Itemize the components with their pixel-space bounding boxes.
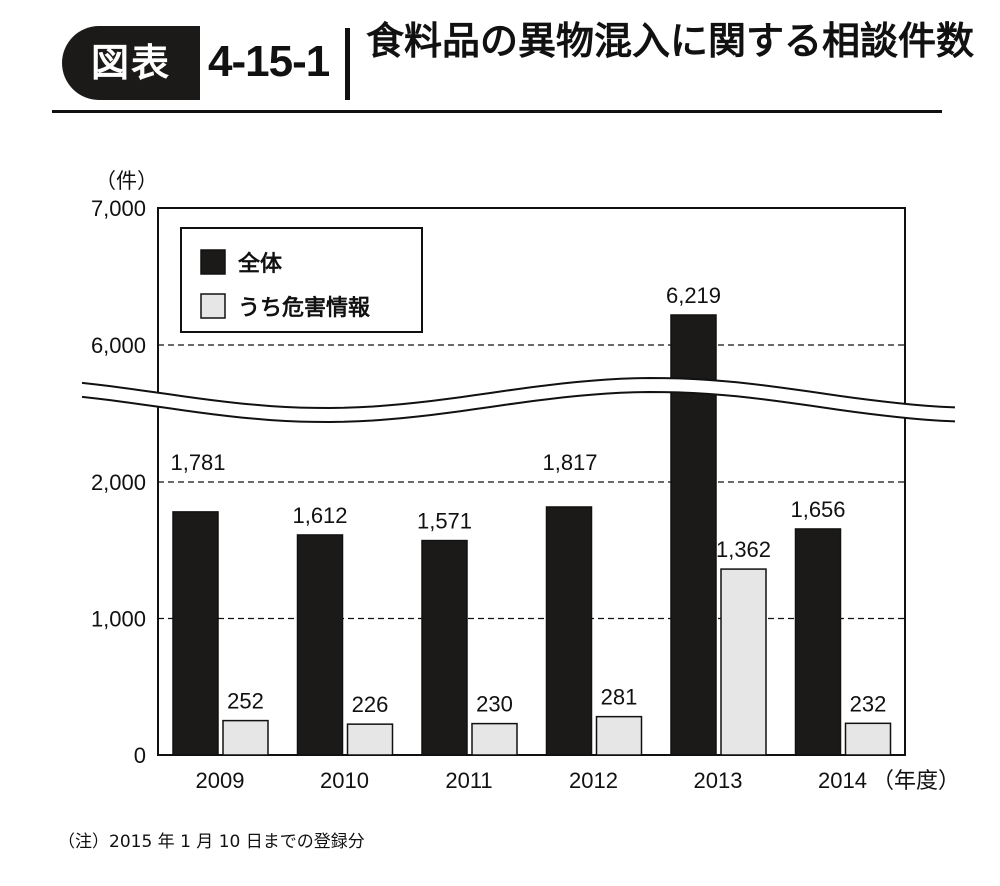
y-tick-label: 6,000 <box>91 333 146 358</box>
footnote: （注）2015 年 1 月 10 日までの登録分 <box>58 832 365 852</box>
header-rule <box>52 110 942 113</box>
bar-chart: 0 1,000 2,000 6,000 7,000 （件） 1,781 252 2009 1,61… <box>81 170 960 793</box>
data-label-harm: 281 <box>601 685 638 710</box>
x-tick-label: 2013 <box>694 768 743 793</box>
y-tick-label: 2,000 <box>91 470 146 495</box>
bar-total <box>172 511 219 756</box>
data-label-harm: 226 <box>352 692 389 717</box>
figure-title: 食料品の異物混入に関する相談件数 <box>366 19 975 63</box>
y-tick-label: 7,000 <box>91 196 146 221</box>
bar-harm <box>222 719 269 756</box>
data-label-total: 1,817 <box>542 450 597 475</box>
bar-total <box>296 534 344 756</box>
title-divider <box>345 28 350 100</box>
x-tick-label: 2011 <box>445 768 492 793</box>
axis-break-line-bottom <box>81 390 956 424</box>
x-axis-unit: （年度） <box>872 768 960 793</box>
x-tick-label: 2010 <box>320 768 369 793</box>
data-label-total: 1,781 <box>170 450 225 475</box>
bar-harm <box>720 568 767 756</box>
bar-harm <box>471 722 518 756</box>
legend-swatch <box>200 249 226 275</box>
data-label-harm: 252 <box>227 689 264 714</box>
x-tick-label: 2014 <box>818 768 867 793</box>
data-label-harm: 230 <box>476 692 513 717</box>
legend-label: 全体 <box>237 251 283 277</box>
axis-break-band <box>82 378 955 422</box>
y-tick-label: 0 <box>134 743 146 768</box>
data-label-harm: 232 <box>850 691 887 716</box>
figure-badge: 図表 <box>62 26 200 100</box>
bar-harm <box>844 722 892 756</box>
legend-swatch <box>200 293 226 319</box>
axis-break-line-top <box>81 376 956 410</box>
y-axis-unit: （件） <box>95 170 158 193</box>
figure-number: 4-15-1 <box>208 37 330 86</box>
data-label-total: 1,656 <box>790 497 845 522</box>
x-tick-label: 2009 <box>196 768 245 793</box>
data-label-total: 1,612 <box>292 503 347 528</box>
legend-label: うち危害情報 <box>238 295 371 321</box>
bar-total <box>794 528 842 756</box>
bar-total <box>421 539 468 756</box>
figure-header: 図表 4-15-1 食料品の異物混入に関する相談件数 <box>0 0 1000 120</box>
bar-harm <box>595 715 643 756</box>
bar-harm <box>346 723 394 756</box>
x-tick-label: 2012 <box>569 768 618 793</box>
y-tick-label: 1,000 <box>91 607 146 632</box>
bar-total <box>545 506 593 756</box>
data-label-total: 6,219 <box>666 283 721 308</box>
data-label-total: 1,571 <box>417 509 472 534</box>
data-label-harm: 1,362 <box>716 537 771 562</box>
